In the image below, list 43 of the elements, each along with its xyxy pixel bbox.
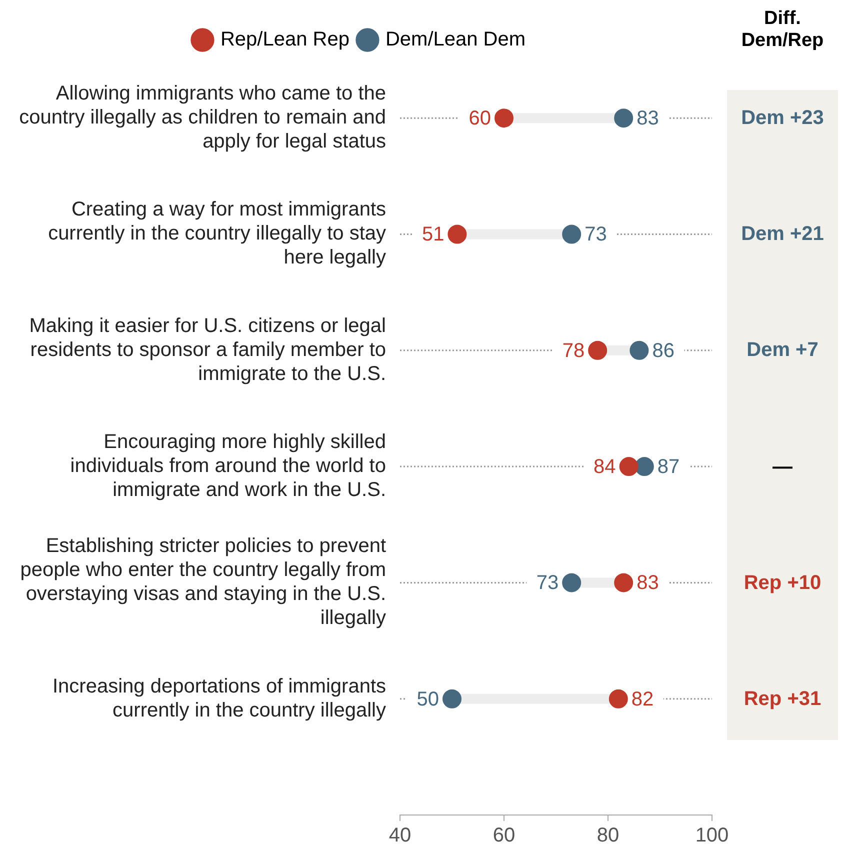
x-tick-label: 80 (596, 824, 620, 847)
y-tick-label: Increasing deportations of immigrants currently in the country illegally (52, 675, 386, 722)
data-label: 87 (657, 456, 680, 478)
y-tick-label: Encouraging more highly skilled individuals from around the world to immigrate and work in the U.S. (70, 431, 386, 502)
point (614, 108, 634, 128)
text: Dem +21 (740, 223, 825, 246)
text: — (772, 456, 794, 478)
data-label: 73 (536, 572, 559, 594)
legend-label: Dem/Lean Dem (385, 28, 526, 51)
data-label: 73 (584, 224, 607, 246)
x-tick-label: 60 (492, 824, 516, 847)
point (630, 340, 649, 360)
data-label: 83 (636, 108, 659, 130)
x-tick-label: 40 (388, 824, 412, 847)
y-tick-label: Making it easier for U.S. citizens or legal residents to sponsor a family member to immigrate to the U.S. (29, 314, 386, 385)
text: Diff. Dem/Rep (740, 8, 825, 52)
point (634, 457, 654, 476)
data-label: 51 (422, 224, 444, 246)
text: Dem +7 (746, 339, 820, 362)
point (562, 573, 582, 592)
point (588, 340, 608, 360)
point (614, 573, 634, 592)
x-tick-label: 100 (695, 824, 729, 847)
data-label: 50 (416, 688, 439, 710)
data-label: 83 (636, 572, 659, 594)
data-label: 82 (631, 688, 654, 710)
data-label: 78 (562, 340, 585, 362)
y-tick-label: Creating a way for most immigrants currently in the country illegally to stay here legally (48, 198, 386, 269)
point (608, 689, 628, 708)
point (442, 689, 462, 708)
point (619, 457, 638, 476)
y-tick-label: Allowing immigrants who came to the country illegally as children to remain and apply for legal status (19, 82, 386, 153)
text: Rep +31 (742, 688, 822, 710)
point (448, 224, 467, 244)
data-label: 86 (652, 340, 674, 362)
point (494, 108, 514, 128)
point (562, 224, 582, 244)
text: Rep +10 (742, 572, 822, 594)
text: Dem +23 (740, 107, 825, 130)
y-tick-label: Establishing stricter policies to prevent people who enter the country legally from overstaying visas and staying in the U.S. illegally (20, 535, 386, 630)
data-label: 84 (594, 456, 616, 478)
data-label: 60 (468, 108, 491, 130)
legend-label: Rep/Lean Rep (220, 28, 350, 51)
